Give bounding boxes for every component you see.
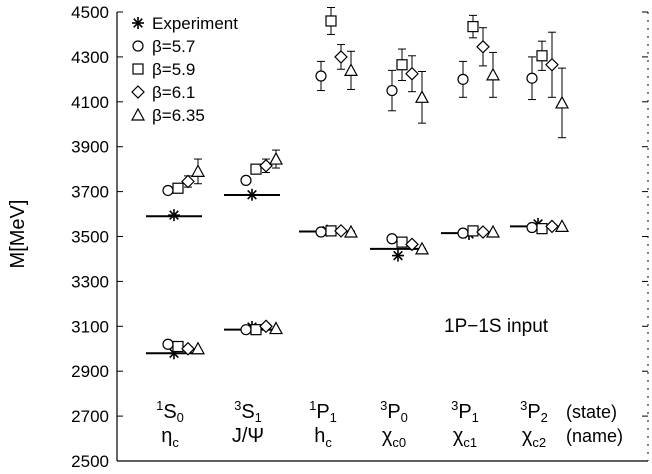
data-point xyxy=(162,338,174,350)
data-point xyxy=(536,50,548,62)
y-tick-label: 2700 xyxy=(71,407,109,426)
data-point xyxy=(250,163,262,175)
plot-frame xyxy=(116,12,649,462)
data-point xyxy=(457,227,469,239)
data-point xyxy=(467,20,479,33)
data-point xyxy=(526,221,538,234)
name-label: χc2 xyxy=(522,425,546,450)
state-label: 1S0 xyxy=(156,398,184,425)
data-point xyxy=(396,59,408,71)
data-point xyxy=(334,50,348,64)
series-square xyxy=(172,7,548,353)
y-tick-label: 2500 xyxy=(71,452,109,471)
annotation-label: 1P−1S input xyxy=(444,316,549,337)
data-point xyxy=(485,67,501,81)
data-point xyxy=(240,174,252,186)
data-point xyxy=(467,225,479,237)
y-tick-label: 4100 xyxy=(71,93,109,112)
y-tick-label: 4500 xyxy=(71,3,109,22)
data-point xyxy=(545,219,559,234)
y-tick-label: 3900 xyxy=(71,138,109,157)
data-point xyxy=(392,249,404,262)
data-point xyxy=(325,15,337,27)
data-point xyxy=(476,39,490,54)
row-label: (name) xyxy=(566,426,623,446)
series-diamond xyxy=(181,27,559,356)
data-point xyxy=(485,224,501,238)
y-axis: 2500 2700 2900 3100 3300 3500 3700 3900 4100 4300… xyxy=(71,3,648,471)
legend-marker-circle xyxy=(132,40,144,52)
data-point xyxy=(457,73,469,85)
name-label: J/Ψ xyxy=(232,425,264,447)
name-label: χc1 xyxy=(453,425,477,450)
name-label: χc0 xyxy=(382,425,406,450)
state-label: 3P2 xyxy=(520,398,548,425)
legend-marker-square xyxy=(132,63,144,75)
data-point xyxy=(386,233,398,245)
data-point xyxy=(259,158,273,173)
data-point xyxy=(181,174,195,189)
y-tick-label: 4300 xyxy=(71,48,109,67)
data-point xyxy=(334,224,348,238)
legend-label: β=6.1 xyxy=(152,83,195,102)
data-point xyxy=(476,225,490,239)
y-tick-label: 3700 xyxy=(71,183,109,202)
data-point xyxy=(240,324,252,336)
data-point xyxy=(396,236,408,248)
data-point xyxy=(405,66,419,81)
data-point xyxy=(545,57,559,72)
data-point xyxy=(414,241,430,255)
legend-label: β=5.9 xyxy=(152,60,195,79)
legend-label: β=6.35 xyxy=(152,106,205,125)
data-point xyxy=(172,182,184,194)
series-circle xyxy=(162,56,538,350)
y-tick-label: 3500 xyxy=(71,228,109,247)
data-point xyxy=(162,184,174,197)
y-axis-label: M[MeV] xyxy=(7,200,29,269)
state-label: 3S1 xyxy=(234,398,262,425)
data-point xyxy=(414,90,430,103)
state-label: 3P1 xyxy=(451,398,479,425)
legend-marker-triangle xyxy=(130,107,146,121)
data-point xyxy=(268,321,284,335)
data-point xyxy=(386,84,398,97)
data-point xyxy=(190,164,206,177)
data-point xyxy=(315,226,327,238)
name-label: ηc xyxy=(161,425,179,450)
data-marks xyxy=(162,7,570,360)
series-triangle xyxy=(190,50,570,355)
row-label: (state) xyxy=(566,402,617,422)
data-point xyxy=(536,223,548,235)
data-point xyxy=(554,219,570,232)
data-point xyxy=(343,63,359,76)
legend-label: Experiment xyxy=(152,14,238,33)
state-label: 1P1 xyxy=(309,398,337,425)
data-point xyxy=(343,224,359,238)
data-point xyxy=(268,151,284,165)
data-point xyxy=(259,319,273,334)
data-point xyxy=(172,340,184,353)
data-point xyxy=(526,72,538,84)
data-point xyxy=(315,70,327,82)
data-point xyxy=(190,341,206,355)
legend: Experiment β=5.7 β=5.9 β=6.1 β=6.35 xyxy=(130,14,238,125)
state-label: 3P0 xyxy=(380,398,408,425)
data-point xyxy=(250,324,262,336)
y-tick-label: 3100 xyxy=(71,317,109,336)
y-tick-label: 2900 xyxy=(71,362,109,381)
data-point xyxy=(554,95,570,109)
data-point xyxy=(405,237,419,252)
name-label: hc xyxy=(314,425,332,450)
data-point xyxy=(181,341,195,356)
legend-label: β=5.7 xyxy=(152,37,195,56)
legend-marker-star xyxy=(132,17,144,29)
data-point xyxy=(168,209,180,222)
y-tick-label: 3300 xyxy=(71,272,109,291)
legend-marker-diamond xyxy=(131,85,145,99)
data-point xyxy=(246,188,258,201)
